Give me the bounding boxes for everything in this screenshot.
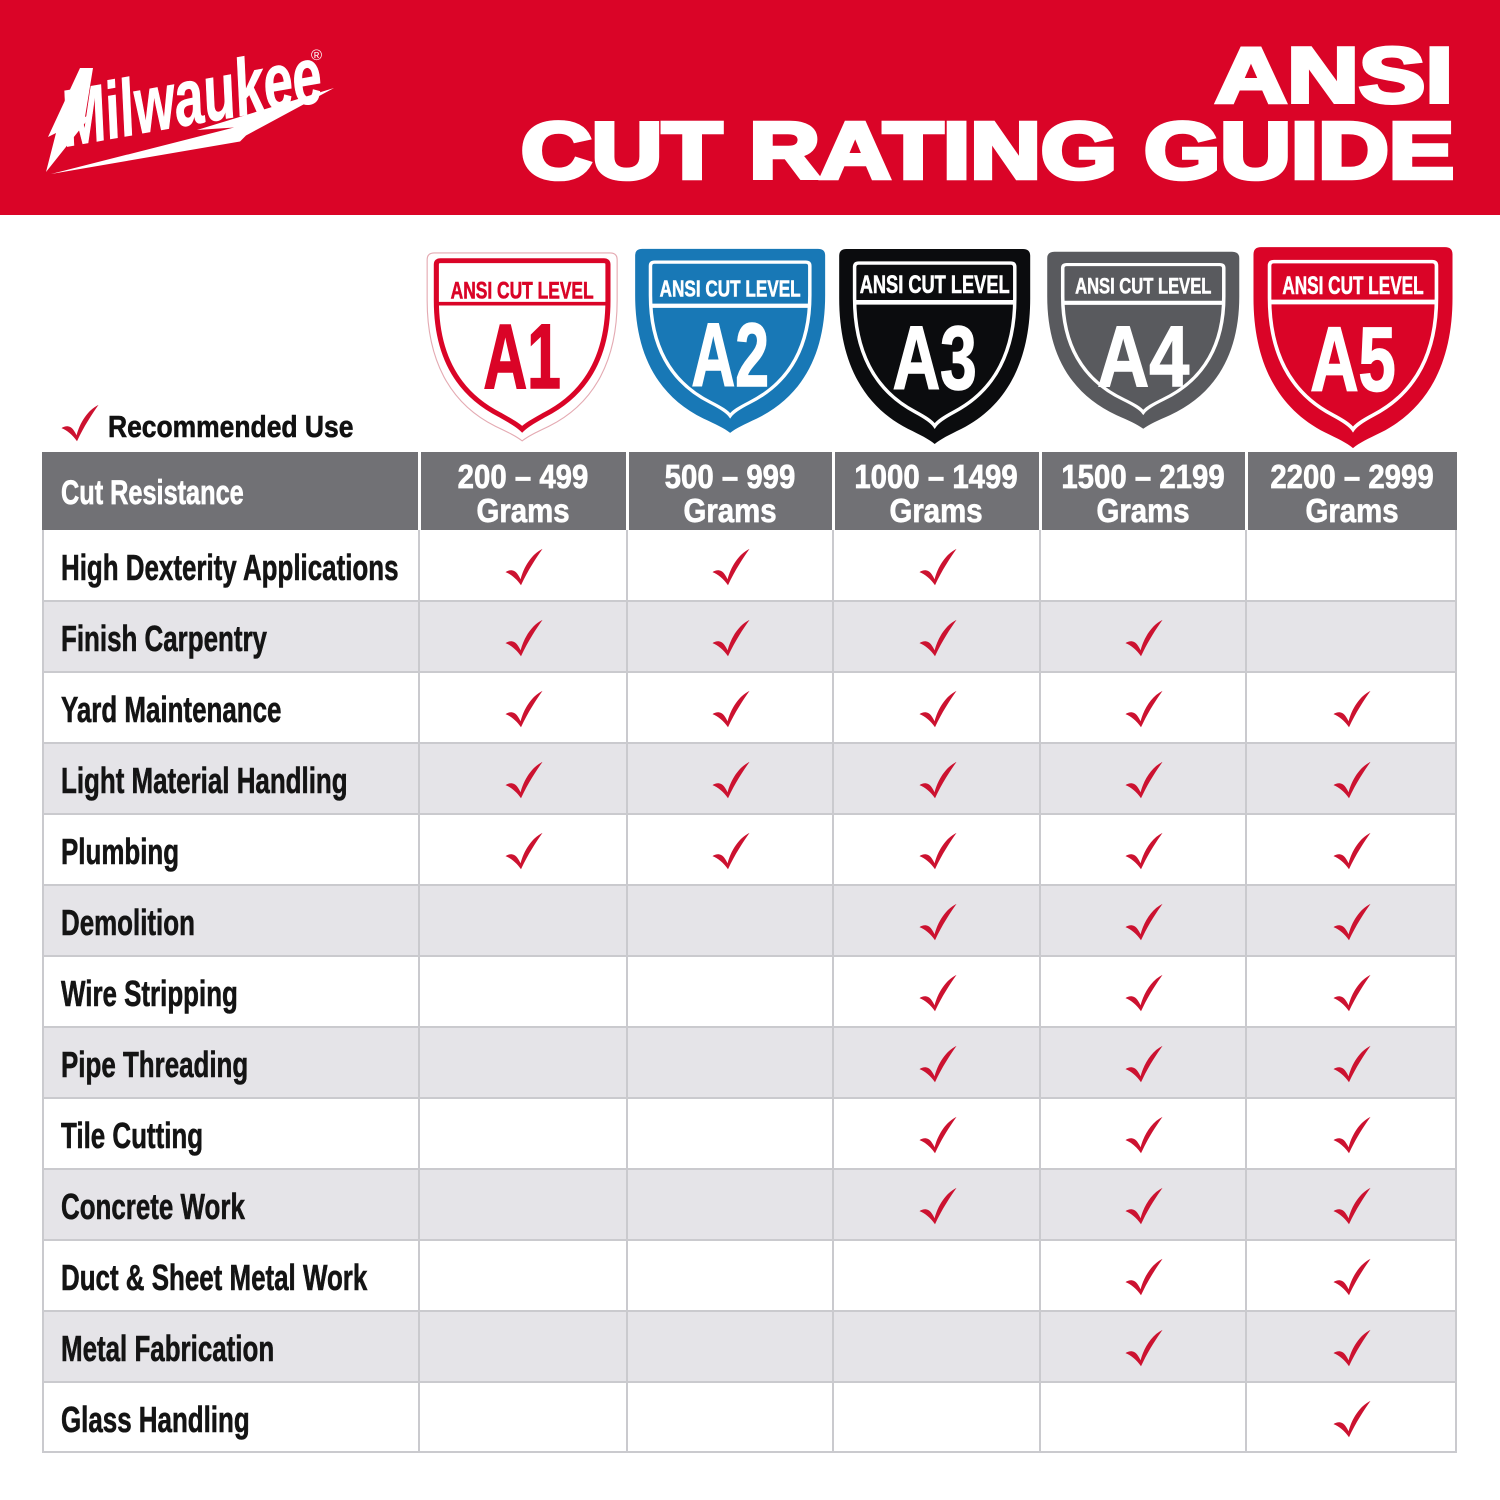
svg-text:®: ® — [311, 47, 322, 64]
svg-text:A4: A4 — [1097, 308, 1189, 405]
svg-text:A1: A1 — [483, 305, 561, 408]
svg-text:A5: A5 — [1310, 308, 1396, 410]
svg-text:CUT RATING GUIDE: CUT RATING GUIDE — [521, 106, 1454, 195]
svg-text:ANSI CUT LEVEL: ANSI CUT LEVEL — [660, 276, 801, 302]
svg-text:A2: A2 — [691, 305, 769, 406]
svg-text:ANSI: ANSI — [1215, 31, 1453, 119]
svg-text:ANSI CUT LEVEL: ANSI CUT LEVEL — [451, 278, 594, 304]
svg-text:A3: A3 — [892, 308, 976, 409]
svg-text:ANSI CUT LEVEL: ANSI CUT LEVEL — [1075, 274, 1211, 299]
svg-text:ANSI CUT LEVEL: ANSI CUT LEVEL — [1282, 272, 1423, 300]
svg-text:ANSI CUT LEVEL: ANSI CUT LEVEL — [860, 271, 1010, 299]
